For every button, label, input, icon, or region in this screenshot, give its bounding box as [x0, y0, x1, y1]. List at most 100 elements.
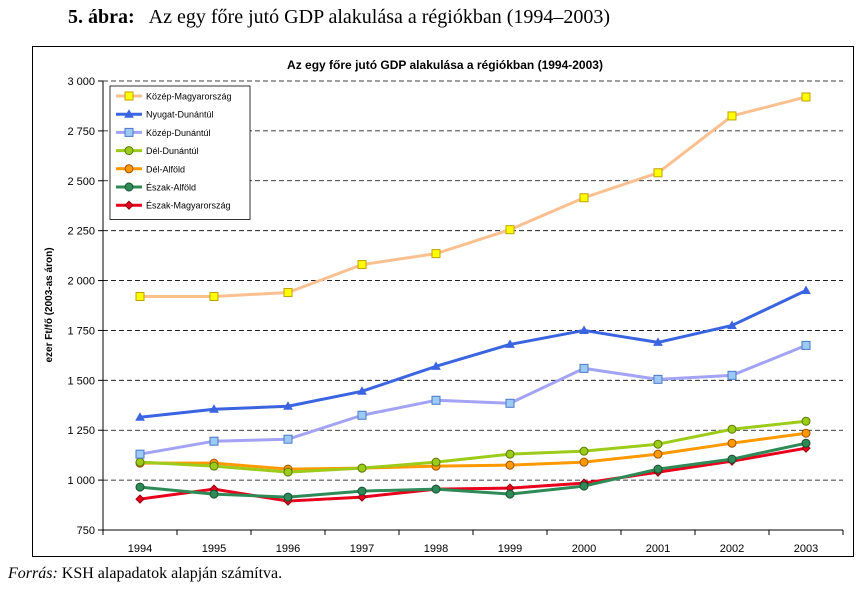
data-point: [579, 481, 589, 491]
y-tick-label: 2 500: [67, 176, 95, 188]
x-tick-label: 2002: [720, 543, 744, 555]
data-point: [209, 404, 219, 413]
data-point: [505, 225, 515, 235]
series-line: [139, 344, 807, 456]
figure-caption: 5. ábra: Az egy főre jutó GDP alakulása a…: [68, 6, 610, 29]
x-tick-label: 1995: [202, 543, 226, 555]
data-point: [801, 340, 811, 350]
legend-label: Észak-Alföld: [146, 183, 196, 193]
legend-marker: [124, 146, 134, 156]
data-point: [209, 489, 219, 499]
y-tick-label: 750: [77, 525, 95, 537]
legend-label: Dél-Alföld: [146, 164, 185, 174]
data-point: [727, 454, 737, 464]
data-point: [579, 457, 589, 467]
data-point: [135, 412, 145, 421]
data-point: [357, 486, 367, 496]
chart-title: Az egy főre jutó GDP alakulása a régiókb…: [287, 58, 603, 72]
x-tick-label: 2001: [646, 543, 670, 555]
y-tick-label: 1 500: [67, 375, 95, 387]
data-point: [431, 457, 441, 467]
data-point: [431, 484, 441, 494]
data-point: [135, 292, 145, 302]
series-line: [140, 431, 807, 471]
data-point: [653, 374, 663, 384]
data-point: [653, 337, 663, 346]
data-point: [801, 428, 811, 438]
y-tick-label: 2 750: [67, 126, 95, 138]
figure-title: Az egy főre jutó GDP alakulása a régiókb…: [148, 6, 611, 28]
series-line: [139, 419, 807, 474]
y-tick-label: 1 250: [67, 425, 95, 437]
legend-marker: [124, 182, 134, 192]
data-point: [579, 363, 589, 373]
data-point: [505, 460, 515, 470]
y-tick-label: 2 000: [67, 276, 95, 288]
data-point: [727, 424, 737, 434]
data-point: [505, 339, 515, 348]
data-point: [727, 438, 737, 448]
data-point: [801, 438, 811, 448]
y-axis-label: ezer Ft/fő (2003-as áron): [44, 247, 55, 362]
data-point: [357, 410, 367, 420]
legend-marker: [124, 200, 134, 210]
data-point: [209, 292, 219, 302]
data-point: [283, 492, 293, 502]
legend-label: Nyugat-Dunántúl: [146, 110, 214, 120]
data-point: [135, 494, 145, 504]
legend-marker: [124, 109, 134, 118]
data-point: [431, 395, 441, 405]
data-point: [357, 386, 367, 395]
data-point: [505, 489, 515, 499]
data-point: [727, 370, 737, 380]
legend-label: Közép-Dunántúl: [146, 128, 211, 138]
data-point: [579, 446, 589, 456]
figure-number: 5. ábra:: [68, 6, 135, 28]
data-point: [505, 449, 515, 459]
data-point: [357, 463, 367, 473]
x-tick-label: 1997: [350, 543, 374, 555]
data-point: [135, 457, 145, 467]
data-point: [727, 320, 737, 329]
data-point: [135, 449, 145, 459]
data-point: [283, 434, 293, 444]
data-point: [727, 111, 737, 121]
legend-box: [109, 85, 251, 220]
x-tick-label: 1998: [424, 543, 448, 555]
series-line: [139, 289, 807, 419]
series-line: [140, 95, 807, 299]
x-tick-label: 1999: [498, 543, 522, 555]
data-point: [283, 467, 293, 477]
source-note: Forrás: KSH alapadatok alapján számítva.: [8, 565, 282, 583]
data-point: [431, 361, 441, 370]
data-point: [283, 401, 293, 410]
y-tick-label: 2 250: [67, 226, 95, 238]
source-text: KSH alapadatok alapján számítva.: [61, 565, 283, 582]
x-tick-label: 1996: [276, 543, 300, 555]
data-point: [579, 193, 589, 203]
data-point: [653, 439, 663, 449]
data-point: [135, 482, 145, 492]
data-point: [801, 416, 811, 426]
y-tick-label: 1 000: [67, 475, 95, 487]
data-point: [209, 436, 219, 446]
data-point: [209, 461, 219, 471]
legend-label: Közép-Magyarország: [146, 92, 232, 102]
source-label: Forrás:: [8, 565, 58, 582]
x-tick-label: 2000: [572, 543, 596, 555]
data-point: [505, 398, 515, 408]
series-line: [139, 446, 807, 503]
x-tick-label: 1994: [128, 543, 152, 555]
data-point: [357, 260, 367, 270]
series-line: [139, 441, 807, 499]
data-point: [653, 449, 663, 459]
data-point: [431, 249, 441, 259]
legend-label: Dél-Dunántúl: [146, 146, 199, 156]
data-point: [801, 285, 811, 295]
legend-marker: [124, 164, 134, 174]
legend-marker: [124, 91, 134, 101]
data-point: [283, 288, 293, 298]
x-tick-label: 2003: [794, 543, 818, 555]
data-point: [579, 325, 589, 334]
